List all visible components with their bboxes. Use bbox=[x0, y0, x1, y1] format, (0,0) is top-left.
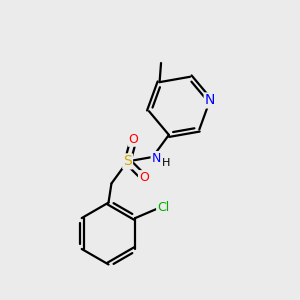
Text: S: S bbox=[123, 154, 132, 168]
Text: O: O bbox=[129, 133, 139, 146]
Text: Cl: Cl bbox=[157, 201, 170, 214]
Text: N: N bbox=[205, 94, 215, 107]
Text: N: N bbox=[152, 152, 161, 165]
Text: H: H bbox=[162, 158, 170, 168]
Text: O: O bbox=[139, 171, 149, 184]
